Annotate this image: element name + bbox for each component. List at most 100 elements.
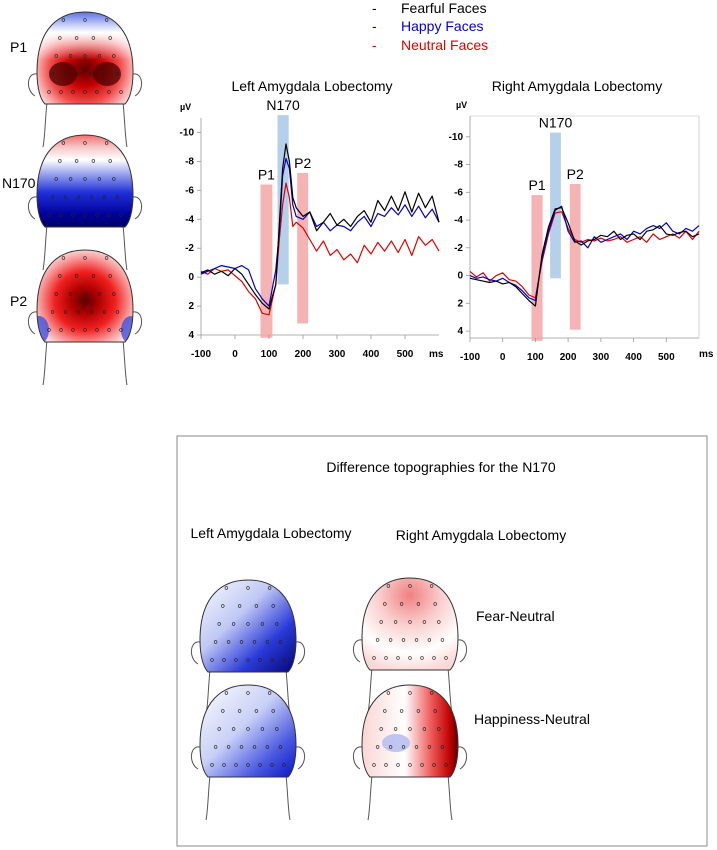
x-tick-label: 0 xyxy=(232,349,238,360)
head-ear-right xyxy=(295,746,305,770)
electrode-dot xyxy=(217,727,221,731)
electrode-dot xyxy=(246,586,250,590)
electrode-dot xyxy=(91,36,96,40)
electrode-dot xyxy=(115,195,120,199)
electrode-dot xyxy=(71,213,75,217)
x-tick-label: 0 xyxy=(500,352,506,363)
component-bar-p1 xyxy=(260,184,273,338)
x-tick-label: -100 xyxy=(191,349,211,360)
right-heading: Right Amygdala Lobectomy xyxy=(396,527,566,543)
head-outline xyxy=(36,134,134,228)
electrode-dot xyxy=(71,90,75,94)
electrode-dot xyxy=(408,727,412,731)
electrode-dot xyxy=(83,256,87,260)
electrode-dot xyxy=(104,18,109,22)
electrode-dot xyxy=(282,763,286,767)
head-ear-left xyxy=(191,746,201,770)
electrode-dot xyxy=(83,141,87,145)
electrode-dot xyxy=(408,763,412,767)
electrode-dot xyxy=(221,604,225,608)
electrode-dot xyxy=(433,709,437,713)
electrode-dot xyxy=(252,640,257,644)
legend-dash: - xyxy=(372,37,377,53)
electrode-dot xyxy=(119,328,123,332)
y-tick-label: -8 xyxy=(185,156,194,167)
electrode-dot xyxy=(47,90,51,94)
electrode-dot xyxy=(393,620,398,624)
electrode-dot xyxy=(282,658,286,662)
x-tick-label: 100 xyxy=(527,352,544,363)
electrode-dot xyxy=(416,709,421,713)
electrode-dot xyxy=(437,620,441,624)
electrode-dot xyxy=(408,584,412,588)
electrode-dot xyxy=(437,727,441,731)
electrode-dot xyxy=(271,709,275,713)
electrode-dot xyxy=(59,213,63,217)
head-ear-right xyxy=(295,641,305,665)
electrode-dot xyxy=(61,256,66,260)
electrode-dot xyxy=(213,640,218,644)
y-tick-label: -10 xyxy=(180,128,195,139)
electrode-dot xyxy=(258,658,262,662)
electrode-dot xyxy=(108,36,112,40)
legend-dash: - xyxy=(372,18,377,34)
electrode-dot xyxy=(237,604,242,608)
electrode-dot xyxy=(388,638,393,642)
series-line-fearful-faces xyxy=(200,143,440,310)
electrode-dot xyxy=(107,213,111,217)
electrode-dot xyxy=(76,195,81,199)
electrode-dot xyxy=(83,328,87,332)
left-heading: Left Amygdala Lobectomy xyxy=(190,525,351,541)
component-bar-p2 xyxy=(297,173,309,324)
diff-topo-left-happy xyxy=(191,684,305,821)
electrode-dot xyxy=(429,691,434,695)
head-neck-outline xyxy=(42,101,128,148)
head-fill xyxy=(200,685,296,777)
electrode-dot xyxy=(399,709,404,713)
x-tick-label: -100 xyxy=(460,352,480,363)
electrode-dot xyxy=(401,638,406,642)
erp-chart-left: Left Amygdala Lobectomy µV ms P1 N170 P2 -1… xyxy=(180,78,444,360)
diff-topo-right-happy xyxy=(353,684,467,821)
electrode-dot xyxy=(115,72,120,76)
head-ear-right xyxy=(457,639,467,663)
electrode-dot xyxy=(420,763,424,767)
electrode-dot xyxy=(372,763,376,767)
head-neck-outline xyxy=(367,774,453,821)
electrode-dot xyxy=(271,604,275,608)
legend-dash: - xyxy=(372,0,377,16)
electrode-dot xyxy=(112,177,116,181)
electrode-dot xyxy=(234,763,238,767)
electrode-dot xyxy=(112,292,116,296)
electrode-dot xyxy=(231,622,236,626)
electrode-dot xyxy=(383,602,387,606)
y-tick-label: 4 xyxy=(457,326,463,337)
component-label-p2: P2 xyxy=(567,166,584,182)
y-tick-label: 0 xyxy=(457,271,463,282)
electrode-dot xyxy=(254,709,259,713)
electrode-dot xyxy=(267,586,272,590)
head-neck-outline xyxy=(42,339,128,386)
x-tick-label: 400 xyxy=(363,349,380,360)
electrode-dot xyxy=(386,691,391,695)
electrode-dot xyxy=(226,640,231,644)
topo-layer xyxy=(200,580,296,672)
electrode-dot xyxy=(47,213,51,217)
electrode-dot xyxy=(260,622,265,626)
electrode-dot xyxy=(95,213,99,217)
legend-label-neutral: Neutral Faces xyxy=(401,37,488,53)
electrode-dot xyxy=(416,602,421,606)
electrode-dot xyxy=(83,54,87,58)
legend-label-fear: Fearful Faces xyxy=(401,0,487,16)
topo-layer xyxy=(382,734,410,752)
electrode-dot xyxy=(63,72,68,76)
head-neck-outline xyxy=(42,224,128,271)
component-bar-n170 xyxy=(550,132,561,279)
electrode-dot xyxy=(408,620,412,624)
electrode-dot xyxy=(115,310,120,314)
electrode-dot xyxy=(108,274,112,278)
electrode-dot xyxy=(61,18,66,22)
head-fill xyxy=(200,580,296,672)
electrode-dot xyxy=(102,72,107,76)
electrode-dot xyxy=(68,54,73,58)
